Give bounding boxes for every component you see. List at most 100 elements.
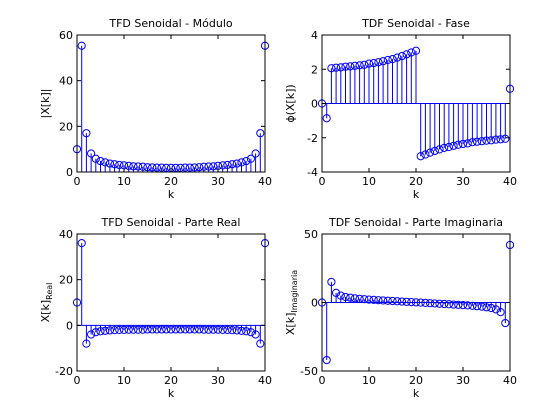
- x-tick-label: 0: [74, 175, 81, 188]
- stem-marker: [134, 162, 143, 171]
- stem-marker: [364, 59, 374, 68]
- stem-marker: [138, 325, 147, 334]
- stem-marker: [379, 57, 388, 66]
- stem-marker: [152, 325, 161, 334]
- y-axis-label: |X[k]|: [39, 89, 52, 119]
- x-tick-label: 30: [211, 175, 225, 188]
- x-axis-label: k: [168, 188, 175, 201]
- stem-marker: [355, 294, 364, 303]
- stem-marker: [209, 325, 218, 334]
- stem-marker: [204, 325, 213, 334]
- stem-marker: [143, 325, 152, 334]
- y-axis-label-sub: Real: [45, 283, 54, 300]
- stem-marker: [487, 136, 496, 145]
- stem-marker: [444, 142, 453, 152]
- stem-marker: [482, 303, 491, 312]
- stem-marker: [101, 326, 110, 335]
- stem-marker: [383, 55, 392, 65]
- stem-marker: [383, 296, 392, 305]
- stem-marker: [129, 325, 138, 334]
- stem-marker: [223, 160, 232, 170]
- stem-marker: [369, 295, 378, 304]
- stem-marker: [491, 305, 500, 314]
- stem-marker: [143, 163, 152, 172]
- stem-marker: [440, 299, 449, 309]
- stem-marker: [336, 63, 345, 72]
- stem-marker: [148, 325, 157, 334]
- stem-marker: [426, 299, 435, 308]
- stem-marker: [360, 295, 369, 304]
- stem-marker: [105, 326, 115, 335]
- x-tick-label: 40: [258, 374, 272, 387]
- x-tick-label: 20: [164, 374, 178, 387]
- stem-marker: [322, 355, 331, 365]
- stem-marker: [346, 293, 355, 302]
- stem-marker: [199, 325, 208, 334]
- stem-marker: [496, 307, 505, 317]
- y-tick-label: -4: [307, 166, 318, 179]
- y-tick-label: 20: [59, 120, 73, 133]
- stem-marker: [364, 295, 374, 304]
- stem-marker: [237, 158, 246, 167]
- y-tick-label: 0: [311, 98, 318, 111]
- stem-marker: [77, 41, 86, 50]
- stem-marker: [218, 161, 227, 170]
- stem-marker: [430, 299, 439, 308]
- x-tick-label: 30: [456, 374, 470, 387]
- stem-marker: [213, 325, 223, 334]
- y-tick-label: 4: [311, 29, 318, 42]
- stem-marker: [166, 325, 176, 334]
- y-tick-label: -50: [300, 365, 318, 378]
- x-tick-label: 0: [74, 374, 81, 387]
- y-tick-label: 2: [311, 63, 318, 76]
- stem-marker: [251, 149, 260, 158]
- stem-marker: [374, 58, 383, 67]
- stem-marker: [181, 163, 190, 172]
- stem-marker: [379, 296, 388, 305]
- stem-marker: [242, 327, 251, 336]
- x-tick-label: 10: [362, 175, 376, 188]
- stem-marker: [228, 160, 237, 169]
- y-tick-label: 20: [59, 274, 73, 287]
- stem-marker: [393, 53, 402, 62]
- stem-marker: [397, 297, 406, 306]
- stem-marker: [91, 154, 100, 163]
- stem-marker: [426, 148, 435, 157]
- y-tick-label: -20: [55, 365, 73, 378]
- axes-title: TDF Senoidal - Parte Imaginaria: [328, 216, 503, 229]
- stem-marker: [246, 328, 255, 337]
- stem-marker: [421, 150, 430, 159]
- stem-marker: [454, 300, 463, 309]
- stem-marker: [341, 62, 350, 71]
- y-tick-label: -2: [307, 132, 318, 145]
- y-tick-label: 40: [59, 228, 73, 241]
- stem-marker: [256, 339, 265, 348]
- stem-marker: [138, 162, 147, 171]
- stem-marker: [458, 139, 468, 149]
- x-tick-label: 40: [258, 175, 272, 188]
- stem-marker: [393, 297, 402, 306]
- y-axis-label: ϕ(X[k]): [284, 84, 297, 122]
- x-tick-label: 30: [456, 175, 470, 188]
- x-tick-label: 0: [319, 175, 326, 188]
- x-axis-label: k: [413, 387, 420, 400]
- axes-title: TFD Senoidal - Parte Real: [101, 216, 241, 229]
- stem-marker: [228, 326, 237, 335]
- stem-marker: [402, 297, 411, 306]
- axes-background: [77, 35, 265, 172]
- stem-marker: [430, 146, 439, 156]
- stem-marker: [477, 302, 486, 311]
- stem-marker: [199, 162, 208, 171]
- stem-marker: [444, 300, 453, 309]
- x-tick-label: 10: [117, 374, 131, 387]
- stem-marker: [473, 137, 482, 146]
- stem-marker: [407, 48, 416, 57]
- stem-marker: [473, 302, 482, 311]
- stem-marker: [350, 61, 359, 70]
- y-axis-label: X[k]Imaginaria: [284, 270, 299, 335]
- stem-marker: [171, 325, 180, 334]
- y-axis-label-main: X[k]: [284, 313, 297, 336]
- stem-marker: [105, 159, 115, 168]
- stem-marker: [157, 163, 166, 172]
- stem-marker: [496, 135, 505, 144]
